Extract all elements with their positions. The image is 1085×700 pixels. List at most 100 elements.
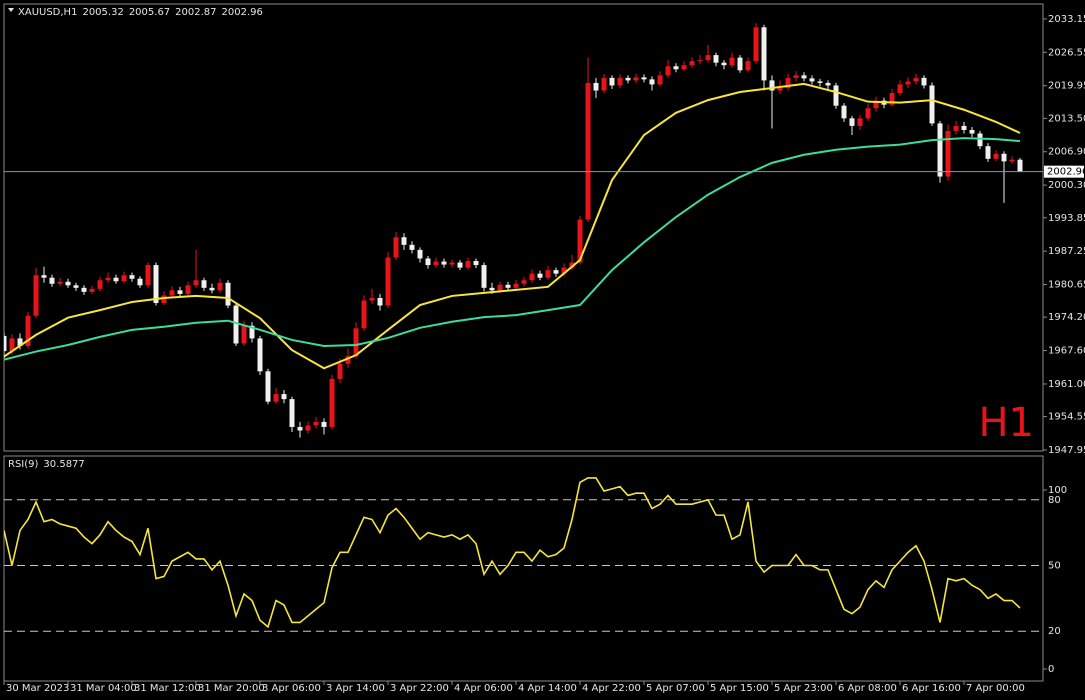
main-panel xyxy=(3,3,1044,452)
candle-body xyxy=(217,282,223,291)
symbol: XAUUSD,H1 xyxy=(18,7,77,18)
candle-body xyxy=(809,78,815,82)
candle-body xyxy=(105,277,111,281)
candle-body xyxy=(729,57,735,66)
candle-body xyxy=(601,77,607,91)
candle-body xyxy=(753,27,759,62)
x-tick-label: 4 Apr 06:00 xyxy=(454,683,513,694)
y-tick-label: 2000.30 xyxy=(1048,180,1085,191)
candle-body xyxy=(697,60,703,62)
candle-body xyxy=(73,285,79,288)
candle-body xyxy=(113,277,119,282)
x-tick-label: 6 Apr 08:00 xyxy=(838,683,897,694)
x-tick-label: 4 Apr 22:00 xyxy=(582,683,641,694)
candle-body xyxy=(265,371,271,402)
candle-body xyxy=(321,421,327,427)
candle-body xyxy=(849,118,855,126)
candle-body xyxy=(33,275,39,316)
rsi-last-value: 30.5877 xyxy=(43,459,84,470)
candle-body xyxy=(497,284,503,291)
candle-body xyxy=(137,278,143,286)
candle-body xyxy=(641,77,647,80)
candle-body xyxy=(649,79,655,85)
candle-body xyxy=(161,295,167,304)
candle-body xyxy=(297,426,303,431)
candle-body xyxy=(185,285,191,294)
candle-body xyxy=(481,265,487,288)
candle-body xyxy=(737,57,743,71)
candle-body xyxy=(169,290,175,296)
candle-body xyxy=(449,262,455,265)
candle-body xyxy=(769,80,775,91)
last-price-box xyxy=(1044,165,1084,178)
y-tick-label: 1987.25 xyxy=(1048,246,1085,257)
y-tick-label: 2006.90 xyxy=(1048,147,1085,158)
candle-body xyxy=(993,153,999,159)
candle-body xyxy=(953,125,959,131)
candle-body xyxy=(233,305,239,344)
candle-body xyxy=(305,425,311,431)
y-tick-label: 2019.95 xyxy=(1048,81,1085,92)
candle-body xyxy=(41,275,47,278)
y-tick-label: 1954.55 xyxy=(1048,412,1085,423)
candle-body xyxy=(585,82,591,220)
candle-body xyxy=(521,280,527,284)
x-tick-label: 3 Apr 22:00 xyxy=(390,683,449,694)
rsi-line xyxy=(4,477,1021,629)
candle-body xyxy=(257,338,263,372)
candle-body xyxy=(441,261,447,265)
candle-body xyxy=(153,265,159,304)
candle-body xyxy=(857,118,863,126)
header-close: 2002.96 xyxy=(222,7,263,18)
candle-body xyxy=(457,262,463,268)
x-tick-label: 30 Mar 2023 xyxy=(6,683,69,694)
candle-body xyxy=(977,133,983,147)
candle-body xyxy=(841,105,847,119)
candle-body xyxy=(833,85,839,106)
candle-body xyxy=(745,61,751,71)
x-tick-label: 5 Apr 07:00 xyxy=(646,683,705,694)
x-tick-label: 31 Mar 20:00 xyxy=(198,683,265,694)
candle-body xyxy=(249,325,255,339)
candle-body xyxy=(473,261,479,266)
candle-body xyxy=(657,75,663,85)
candle-body xyxy=(689,61,695,66)
candle-body xyxy=(865,108,871,119)
candle-body xyxy=(353,328,359,357)
candle-body xyxy=(545,270,551,278)
candle-body xyxy=(289,399,295,427)
candle-body xyxy=(777,87,783,91)
candle-body xyxy=(273,394,279,402)
candle-body xyxy=(665,66,671,76)
rsi-title: RSI(9) xyxy=(8,459,39,470)
candle-body xyxy=(1001,153,1007,162)
candle-body xyxy=(889,93,895,105)
y-tick-label: 1980.65 xyxy=(1048,280,1085,291)
candle-body xyxy=(489,287,495,291)
candle-body xyxy=(633,77,639,81)
candle-body xyxy=(785,77,791,88)
candle-body xyxy=(561,267,567,274)
candle-body xyxy=(281,394,287,400)
candle-body xyxy=(145,265,151,286)
y-tick-label: 1967.60 xyxy=(1048,346,1085,357)
candle-body xyxy=(537,273,543,278)
x-tick-label: 4 Apr 14:00 xyxy=(518,683,577,694)
candle-body xyxy=(209,287,215,291)
y-tick-label: 2033.15 xyxy=(1048,14,1085,25)
y-tick-label: 2013.50 xyxy=(1048,113,1085,124)
rsi-plot xyxy=(4,477,1043,632)
candle-body xyxy=(1009,159,1015,162)
header-high: 2005.67 xyxy=(129,7,170,18)
candle-body xyxy=(513,283,519,288)
menu-triangle[interactable] xyxy=(8,8,14,12)
candle-body xyxy=(673,66,679,70)
candle-body xyxy=(9,338,15,352)
candle-body xyxy=(569,262,575,268)
candle-body xyxy=(377,297,383,306)
candle-body xyxy=(25,315,31,347)
candle-body xyxy=(529,273,535,281)
candle-body xyxy=(905,81,911,85)
